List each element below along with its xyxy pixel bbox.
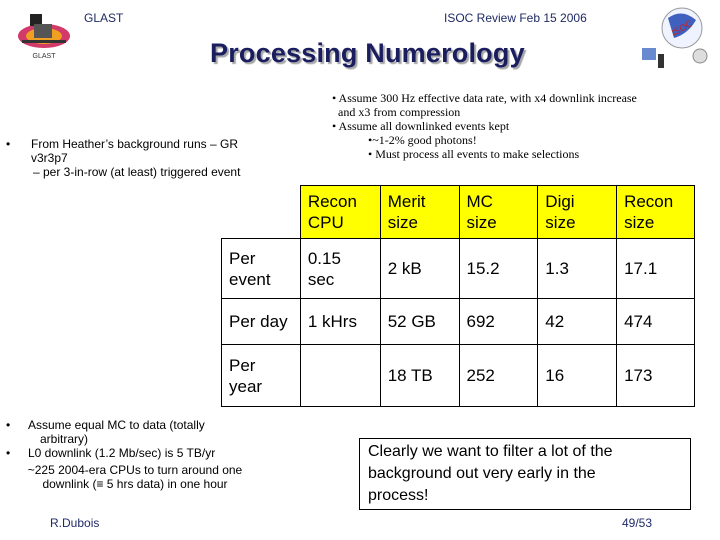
- conclusion-callout: Clearly we want to filter a lot of the b…: [359, 438, 691, 510]
- note-bullet: •: [6, 137, 11, 151]
- row-label: Per event: [221, 238, 301, 299]
- cell-recon: 474: [616, 298, 695, 345]
- cell-merit: 18 TB: [379, 344, 460, 407]
- cell-mc: 15.2: [458, 238, 539, 299]
- header-mc-size: MC size: [458, 185, 539, 239]
- header-digi-size: Digi size: [537, 185, 618, 239]
- header-recon-cpu: Recon CPU: [299, 185, 381, 239]
- note-1: Assume equal MC to data (totally arbitra…: [28, 418, 268, 446]
- row-label: Per day: [221, 298, 301, 345]
- glast-logo-icon: GLAST: [18, 14, 70, 60]
- cell-digi: 1.3: [537, 238, 618, 299]
- cell-recon: 17.1: [616, 238, 695, 299]
- cell-merit: 2 kB: [379, 238, 460, 299]
- assumption-line-2: and x3 from compression: [338, 105, 461, 119]
- background-note-line-1: From Heather’s background runs – GR: [31, 137, 238, 151]
- cell-cpu: [299, 344, 381, 407]
- callout-line-3: process!: [368, 487, 429, 504]
- row-label: Per year: [221, 344, 301, 407]
- background-note-line-2: v3r3p7: [31, 151, 68, 165]
- assumptions-block: • Assume 300 Hz effective data rate, wit…: [332, 91, 717, 161]
- cell-digi: 16: [537, 344, 618, 407]
- note-3-line-2: downlink (≡ 5 hrs data) in one hour: [42, 477, 228, 491]
- note-2: L0 downlink (1.2 Mb/sec) is 5 TB/yr: [28, 446, 216, 460]
- cell-mc: 252: [458, 344, 539, 407]
- assumption-line-5: • Must process all events to make select…: [368, 147, 580, 161]
- background-note-sub: – per 3-in-row (at least) triggered even…: [33, 165, 241, 179]
- note-1-line-1: Assume equal MC to data (totally: [28, 418, 205, 432]
- cell-digi: 42: [537, 298, 618, 345]
- cell-recon: 173: [616, 344, 695, 407]
- callout-line-1: Clearly we want to filter a lot of the: [368, 443, 613, 460]
- header-left: GLAST: [84, 11, 124, 25]
- assumption-line-3: • Assume all downlinked events kept: [332, 119, 510, 133]
- callout-line-2: background out very early in the: [368, 465, 596, 482]
- assumption-line-1: • Assume 300 Hz effective data rate, wit…: [332, 91, 637, 105]
- cell-merit: 52 GB: [379, 298, 460, 345]
- cell-mc: 692: [458, 298, 539, 345]
- header-recon-size: Recon size: [616, 185, 695, 239]
- cell-cpu: 1 kHrs: [299, 298, 381, 345]
- note-3-line-1: ~225 2004-era CPUs to turn around one: [27, 463, 243, 477]
- note-bullet: •: [6, 446, 11, 460]
- assumption-line-4: •~1-2% good photons!: [368, 133, 477, 147]
- note-3: ~225 2004-era CPUs to turn around one do…: [0, 463, 270, 491]
- note-1-line-2: arbitrary): [40, 432, 89, 446]
- numerology-table: Recon CPU Merit size MC size Digi size Recon…: [221, 185, 695, 407]
- table-corner: [222, 186, 301, 239]
- footer-author: R.Dubois: [50, 516, 100, 530]
- table-row: Per event 0.15 sec 2 kB 15.2 1.3 17.1: [221, 238, 695, 299]
- note-bullet: •: [6, 418, 11, 432]
- isoc-logo-icon: ISOC: [642, 7, 708, 68]
- page-number: 49/53: [622, 516, 653, 530]
- table-header-row: Recon CPU Merit size MC size Digi size Recon…: [222, 185, 695, 239]
- header-right: ISOC Review Feb 15 2006: [444, 11, 587, 25]
- cell-cpu: 0.15 sec: [299, 238, 381, 299]
- table-row: Per day 1 kHrs 52 GB 692 42 474: [221, 298, 695, 345]
- svg-text:GLAST: GLAST: [33, 53, 57, 60]
- table-row: Per year 18 TB 252 16 173: [221, 344, 695, 407]
- background-note: From Heather’s background runs – GR v3r3…: [31, 137, 311, 179]
- page-title: Processing Numerology: [210, 38, 525, 68]
- header-merit-size: Merit size: [379, 185, 460, 239]
